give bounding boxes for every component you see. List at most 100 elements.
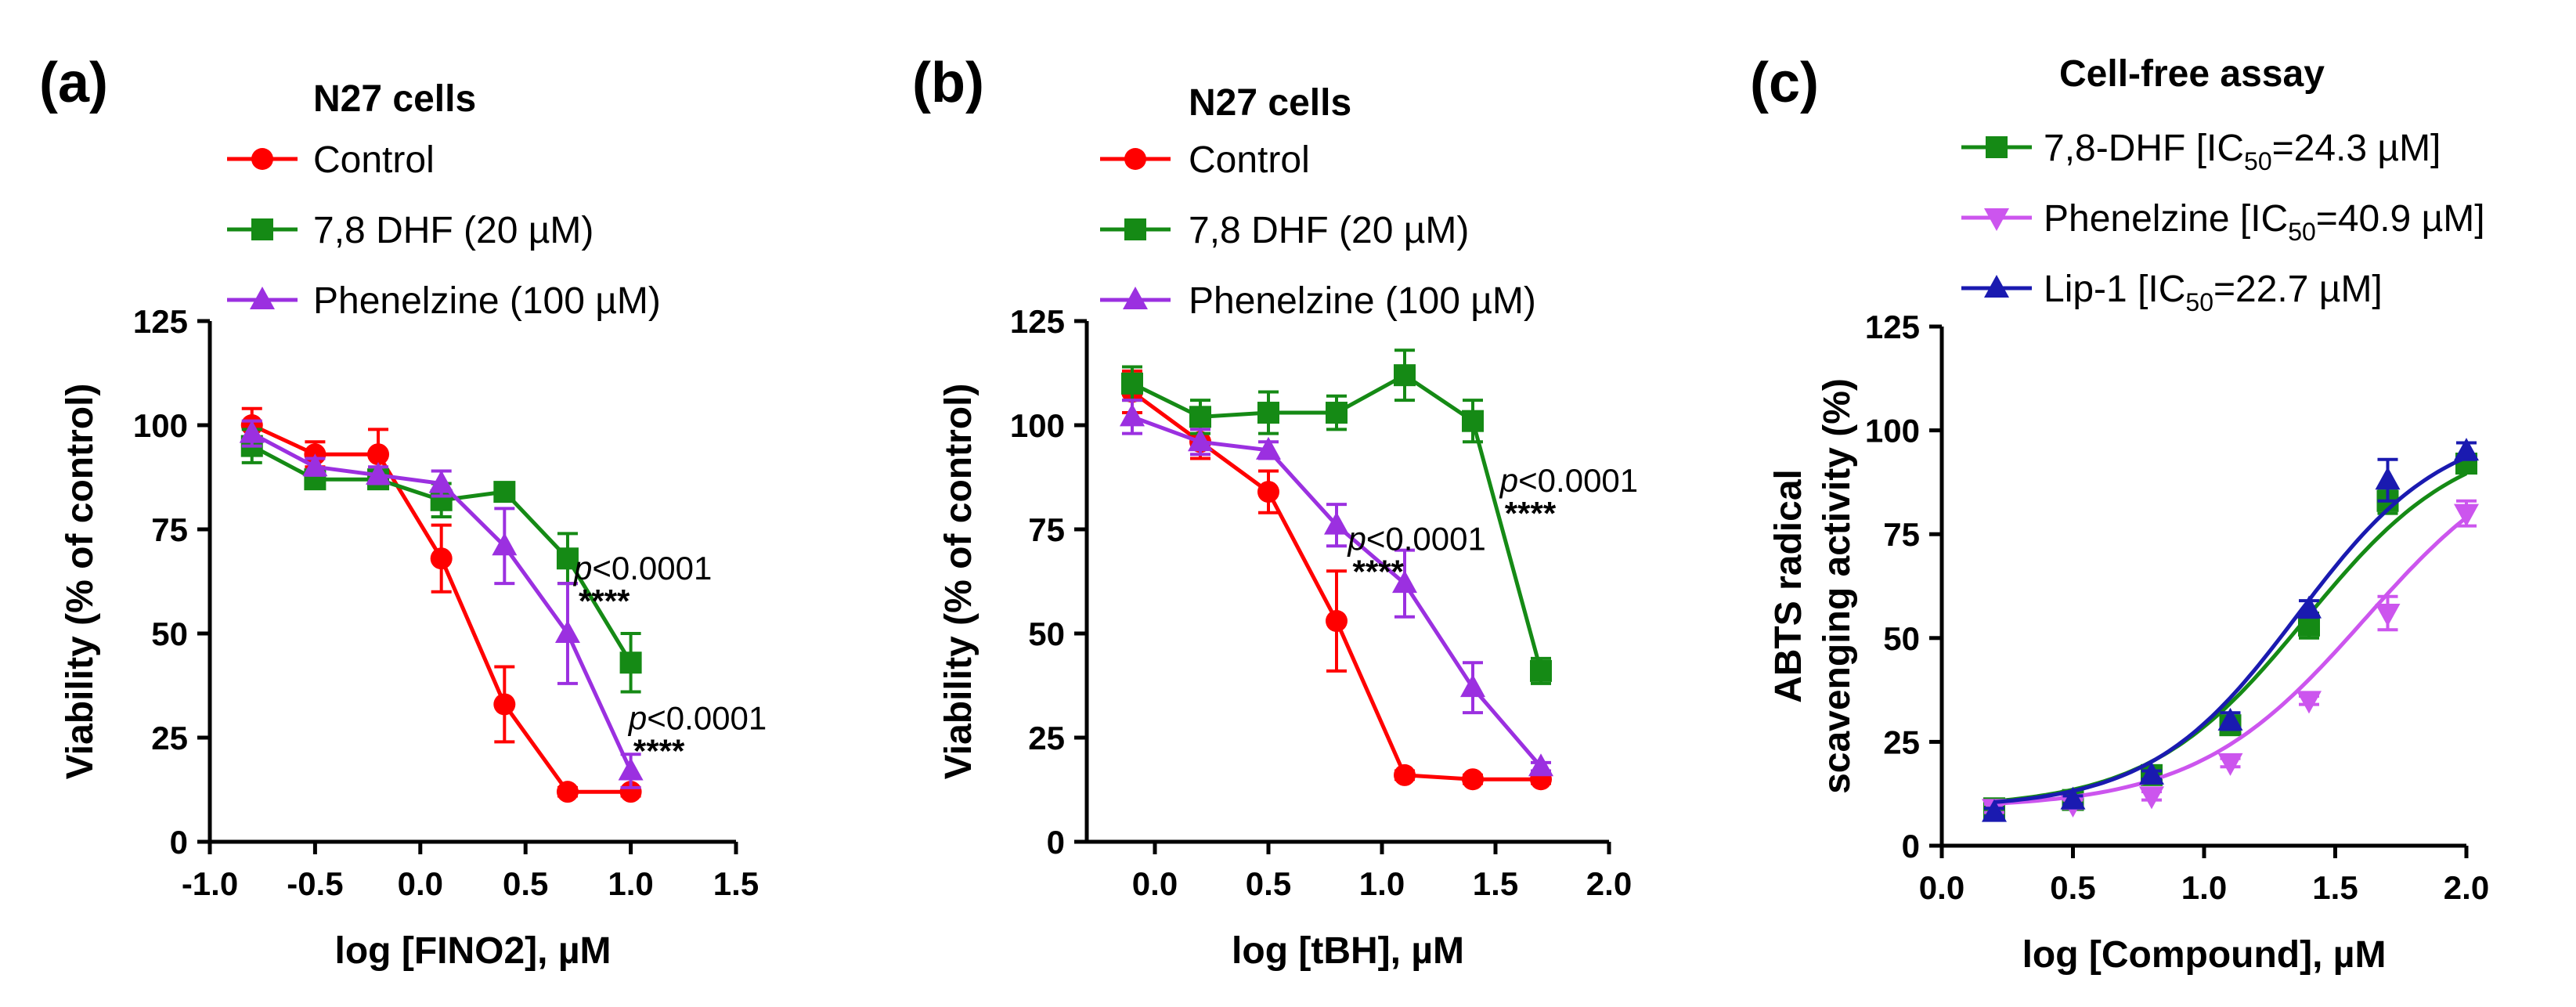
x-tick-label: 1.5 xyxy=(713,865,759,902)
legend: N27 cells Control 7,8 DHF (20 µM) Phenelzin… xyxy=(1100,82,1536,322)
data-point xyxy=(618,757,644,781)
y-tick-label: 25 xyxy=(1028,720,1065,756)
legend-label: Phenelzine [IC50=40.9 µM] xyxy=(2044,198,2485,246)
p-italic: p xyxy=(572,550,592,587)
data-point xyxy=(367,443,390,466)
legend-marker xyxy=(1984,275,2009,298)
y-tick-label: 75 xyxy=(1883,516,1920,553)
x-tick-label: 1.0 xyxy=(1359,865,1405,902)
y-tick-label: 25 xyxy=(1883,724,1920,760)
p-value-annotation: p<0.0001 xyxy=(1499,462,1638,499)
p-value-annotation: p<0.0001 xyxy=(627,699,767,736)
legend-ic50: =24.3 µM] xyxy=(2272,128,2441,169)
legend-marker xyxy=(1986,136,2008,158)
p-value: <0.0001 xyxy=(1366,521,1486,558)
data-point xyxy=(302,453,328,477)
y-tick-label: 100 xyxy=(1865,413,1920,449)
data-point xyxy=(366,461,391,485)
y-axis-label-line2: scavenging activity (%) xyxy=(1817,378,1858,794)
legend-marker xyxy=(1123,287,1148,309)
data-point xyxy=(430,547,453,570)
data-point xyxy=(1120,403,1145,427)
legend-marker xyxy=(251,148,273,170)
series-phenelzine-100-m- xyxy=(239,419,644,789)
y-tick-label: 125 xyxy=(133,303,188,340)
legend-sub: 50 xyxy=(2185,288,2213,316)
y-tick-label: 75 xyxy=(1028,511,1065,548)
data-point xyxy=(1982,799,2007,822)
data-point xyxy=(2375,603,2401,626)
data-point xyxy=(2296,691,2322,714)
data-point xyxy=(493,481,516,504)
series-7-8-dhf-20-m- xyxy=(1121,348,1552,685)
legend-sub: 50 xyxy=(2244,147,2272,175)
data-point xyxy=(1326,402,1348,424)
panel-letter: (c) xyxy=(1750,52,1819,114)
data-point xyxy=(428,470,454,493)
x-tick-label: 0.5 xyxy=(2050,869,2095,906)
series-phenelzine-100-m- xyxy=(1120,399,1553,777)
p-value: <0.0001 xyxy=(592,550,712,587)
legend-title: Cell-free assay xyxy=(2059,53,2325,95)
y-tick-label: 50 xyxy=(151,615,188,652)
data-point xyxy=(556,781,579,803)
legend-sub: 50 xyxy=(2288,218,2316,246)
x-tick-label: -0.5 xyxy=(287,865,343,902)
data-point xyxy=(1189,406,1211,428)
p-italic: p xyxy=(1499,462,1518,499)
panel-letter: (b) xyxy=(912,52,984,114)
data-point xyxy=(2139,786,2164,810)
y-tick-label: 25 xyxy=(151,720,188,756)
series-phenelzine xyxy=(1982,499,2479,822)
x-tick-label: 1.5 xyxy=(1473,865,1518,902)
legend-name: 7,8-DHF [IC xyxy=(2044,128,2244,169)
data-point xyxy=(1324,511,1349,535)
x-tick-label: 1.5 xyxy=(2312,869,2358,906)
data-point xyxy=(619,651,642,674)
legend-label: Phenelzine (100 µM) xyxy=(313,280,661,322)
data-point xyxy=(2454,504,2479,527)
significance-stars: **** xyxy=(633,732,685,769)
data-point xyxy=(2296,595,2322,619)
data-point xyxy=(1257,481,1279,504)
series-control xyxy=(1121,369,1552,791)
x-axis-label: log [tBH], µM xyxy=(1232,930,1464,972)
panel-c: (c) 0 25 50 75 100 125 0.0 0.5 1.0 1.5 2.0 log [Comp… xyxy=(1750,52,2489,976)
x-tick-label: 0.0 xyxy=(398,865,443,902)
data-point xyxy=(493,693,516,716)
legend-title: N27 cells xyxy=(1189,82,1351,124)
data-point xyxy=(1256,436,1281,460)
p-italic: p xyxy=(1347,521,1366,558)
x-tick-label: -1.0 xyxy=(182,865,238,902)
data-point xyxy=(1188,428,1213,452)
data-point xyxy=(1394,364,1416,387)
significance-stars: **** xyxy=(579,583,630,619)
significance-stars: **** xyxy=(1353,554,1405,590)
legend-marker xyxy=(1124,218,1146,240)
series-7-8-dhf-20-m- xyxy=(240,428,642,694)
y-tick-label: 125 xyxy=(1010,303,1065,340)
y-tick-label: 0 xyxy=(1047,824,1065,861)
legend-marker xyxy=(1984,208,2009,231)
legend-label: 7,8 DHF (20 µM) xyxy=(313,210,593,251)
data-point xyxy=(1460,674,1485,698)
y-tick-label: 0 xyxy=(1902,828,1920,864)
data-point xyxy=(1121,372,1143,395)
data-point xyxy=(1462,768,1484,791)
y-tick-label: 125 xyxy=(1865,309,1920,345)
data-point xyxy=(2375,467,2401,490)
data-point xyxy=(1462,410,1484,432)
y-tick-label: 100 xyxy=(133,407,188,444)
data-point xyxy=(1326,610,1348,633)
data-point xyxy=(239,420,265,443)
p-value-annotation: p<0.0001 xyxy=(1347,521,1486,558)
x-tick-label: 0.0 xyxy=(1132,865,1178,902)
y-tick-label: 100 xyxy=(1010,407,1065,444)
data-point xyxy=(492,532,518,556)
legend-title: N27 cells xyxy=(313,78,476,120)
x-tick-label: 1.0 xyxy=(2181,869,2227,906)
p-value-annotation: p<0.0001 xyxy=(572,550,712,587)
p-value: <0.0001 xyxy=(1518,462,1638,499)
